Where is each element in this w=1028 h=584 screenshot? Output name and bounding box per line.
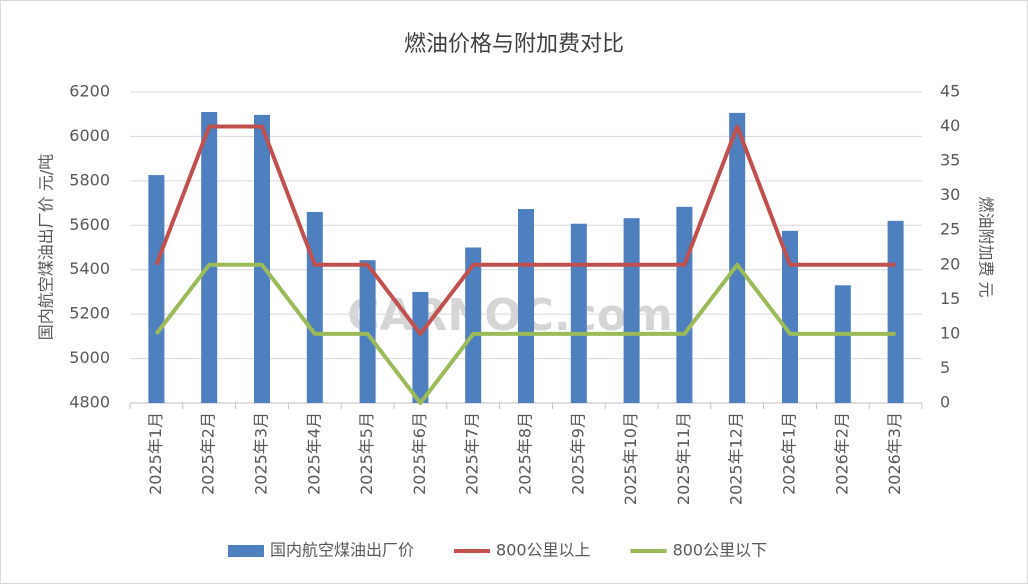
bar xyxy=(887,220,904,403)
y-tick-label: 5800 xyxy=(69,170,110,189)
y-tick-label: 4800 xyxy=(69,393,110,412)
bar xyxy=(729,112,746,403)
x-tick-label: 2026年2月 xyxy=(832,412,851,495)
y-tick-label: 5400 xyxy=(69,259,110,278)
x-tick-label: 2025年12月 xyxy=(727,412,746,505)
bar xyxy=(782,230,798,403)
line xyxy=(154,262,896,405)
bar xyxy=(306,211,323,403)
y-tick-label: 6200 xyxy=(69,82,110,101)
x-tick-label: 2026年1月 xyxy=(780,412,799,495)
x-tick-label: 2025年9月 xyxy=(568,412,587,495)
legend-label: 800公里以下 xyxy=(673,541,768,560)
y2-tick-label: 45 xyxy=(940,82,960,101)
x-tick-label: 2025年5月 xyxy=(357,412,376,495)
legend-label: 国内航空煤油出厂价 xyxy=(270,541,414,560)
bar xyxy=(570,223,587,403)
y-tick-label: 5000 xyxy=(69,348,110,367)
x-tick-label: 2025年3月 xyxy=(252,412,271,495)
x-tick-label: 2025年4月 xyxy=(304,412,323,495)
bar xyxy=(254,114,270,404)
bar xyxy=(623,218,640,403)
x-tick-label: 2026年3月 xyxy=(885,412,904,495)
x-tick-label: 2025年11月 xyxy=(674,412,693,505)
y-tick-label: 5600 xyxy=(69,215,110,234)
legend-swatch xyxy=(228,545,264,557)
bar xyxy=(834,285,851,403)
y-tick-label: 6000 xyxy=(69,126,110,145)
y2-axis-label: 燃油附加费 元 xyxy=(977,196,996,297)
y-axis-label: 国内航空煤油出厂价 元/吨 xyxy=(37,154,56,340)
y2-tick-label: 10 xyxy=(940,323,960,342)
x-tick-label: 2025年2月 xyxy=(199,412,218,495)
y2-tick-label: 40 xyxy=(940,116,960,135)
bar xyxy=(201,111,218,403)
y2-tick-label: 15 xyxy=(940,289,960,308)
bar xyxy=(359,260,376,403)
y2-tick-label: 35 xyxy=(940,151,960,170)
y2-tick-label: 25 xyxy=(940,220,960,239)
y2-tick-label: 20 xyxy=(940,254,960,273)
x-tick-label: 2025年6月 xyxy=(410,412,429,495)
x-tick-label: 2025年1月 xyxy=(146,412,165,495)
x-tick-label: 2025年10月 xyxy=(621,412,640,505)
bar xyxy=(412,291,429,403)
bar xyxy=(465,247,482,403)
y-tick-label: 5200 xyxy=(69,304,110,323)
y2-tick-label: 0 xyxy=(940,393,950,412)
line xyxy=(154,124,896,336)
y2-tick-label: 5 xyxy=(940,358,950,377)
x-tick-label: 2025年7月 xyxy=(463,412,482,495)
chart-title: 燃油价格与附加费对比 xyxy=(404,32,624,57)
bar xyxy=(518,209,534,403)
bar xyxy=(148,175,165,403)
bar xyxy=(676,206,693,403)
x-tick-label: 2025年8月 xyxy=(516,412,535,495)
y2-tick-label: 30 xyxy=(940,185,960,204)
legend-label: 800公里以上 xyxy=(496,541,591,560)
